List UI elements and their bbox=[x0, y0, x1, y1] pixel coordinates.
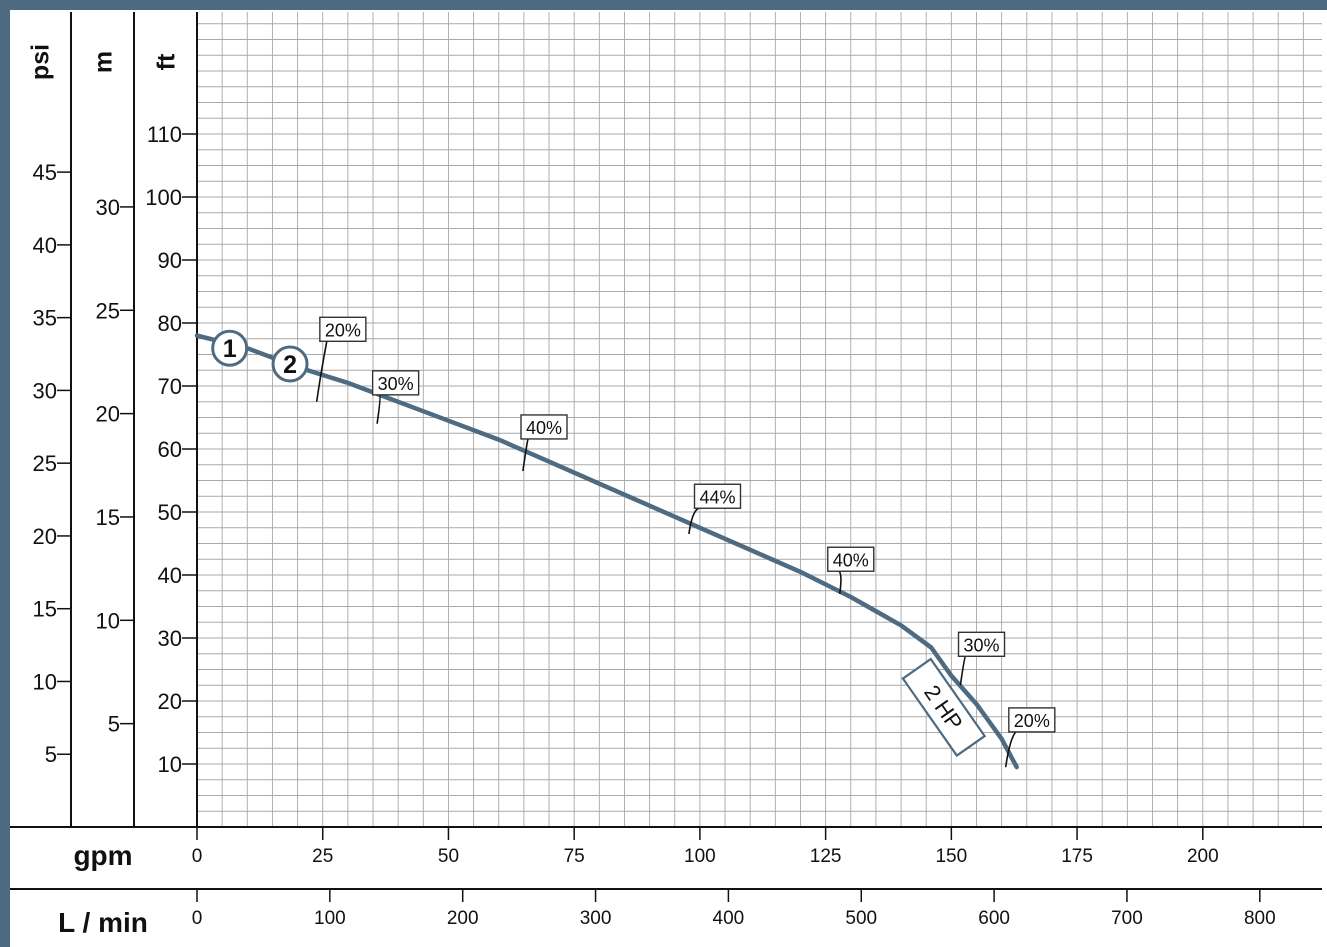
axis-labels: psi m ft1020304050607080901001105101520253… bbox=[27, 44, 1276, 938]
tick-label-m: 5 bbox=[108, 712, 120, 737]
annotations: 20% 30% 40% 44% 40% 30% 20% 1 2 2 HP bbox=[211, 316, 1056, 768]
tick-label-ft: 20 bbox=[158, 689, 182, 714]
tick-label-m: 10 bbox=[96, 608, 120, 633]
efficiency-marker bbox=[522, 438, 529, 472]
series-label-group: 2 HP bbox=[901, 657, 987, 758]
curve-layer bbox=[194, 333, 1019, 770]
tick-label-lmin: 400 bbox=[713, 908, 745, 929]
tick-label-m: 30 bbox=[96, 195, 120, 220]
tick-label-m: 15 bbox=[96, 505, 120, 530]
tick-label-gpm: 50 bbox=[438, 846, 459, 867]
tick-label-ft: 90 bbox=[158, 248, 182, 273]
tick-label-lmin: 800 bbox=[1244, 908, 1276, 929]
efficiency-label: 30% bbox=[964, 635, 1000, 655]
efficiency-label: 20% bbox=[325, 320, 361, 340]
tick-label-psi: 40 bbox=[33, 233, 57, 258]
tick-label-ft: 50 bbox=[158, 500, 182, 525]
curve-callout-number: 1 bbox=[223, 335, 237, 363]
series-label-box bbox=[901, 657, 987, 758]
tick-label-lmin: 300 bbox=[580, 908, 612, 929]
curve-callout-number: 2 bbox=[283, 351, 297, 379]
axis-unit-head_m: m bbox=[90, 51, 118, 73]
tick-label-ft: 70 bbox=[158, 374, 182, 399]
efficiency-label: 40% bbox=[833, 550, 869, 570]
tick-label-psi: 35 bbox=[33, 306, 57, 331]
tick-label-gpm: 175 bbox=[1061, 846, 1093, 867]
tick-label-gpm: 0 bbox=[192, 846, 203, 867]
efficiency-label-box bbox=[520, 414, 568, 440]
efficiency-marker bbox=[959, 655, 967, 686]
efficiency-marker bbox=[376, 394, 381, 424]
efficiency-label: 30% bbox=[378, 374, 414, 394]
tick-label-psi: 5 bbox=[45, 742, 57, 767]
tick-label-gpm: 25 bbox=[312, 846, 333, 867]
axis-unit-head_ft: ft bbox=[153, 53, 181, 70]
efficiency-label: 44% bbox=[699, 487, 735, 507]
tick-label-psi: 15 bbox=[33, 597, 57, 622]
efficiency-label-box bbox=[1008, 707, 1056, 733]
axes bbox=[10, 12, 1322, 902]
efficiency-label-box bbox=[827, 546, 875, 572]
tick-label-gpm: 75 bbox=[564, 846, 585, 867]
pump-curve-2hp bbox=[194, 333, 1019, 770]
efficiency-label-box bbox=[957, 631, 1006, 657]
grid-lines bbox=[197, 12, 1322, 827]
tick-label-ft: 40 bbox=[158, 563, 182, 588]
tick-label-gpm: 125 bbox=[810, 846, 842, 867]
tick-label-psi: 25 bbox=[33, 451, 57, 476]
curve-callout-circle bbox=[211, 329, 249, 367]
tick-label-psi: 30 bbox=[33, 378, 57, 403]
tick-label-lmin: 0 bbox=[192, 908, 203, 929]
curve-callout-circle bbox=[271, 345, 309, 383]
efficiency-label-box bbox=[693, 483, 742, 509]
tick-label-gpm: 200 bbox=[1187, 846, 1219, 867]
tick-label-lmin: 200 bbox=[447, 908, 479, 929]
tick-label-ft: 30 bbox=[158, 626, 182, 651]
tick-label-ft: 100 bbox=[145, 185, 182, 210]
efficiency-marker bbox=[1004, 731, 1017, 768]
tick-label-psi: 10 bbox=[33, 669, 57, 694]
tick-label-gpm: 150 bbox=[935, 846, 967, 867]
tick-label-m: 20 bbox=[96, 402, 120, 427]
tick-label-ft: 80 bbox=[158, 311, 182, 336]
efficiency-label-box bbox=[319, 316, 367, 342]
efficiency-label: 40% bbox=[526, 418, 562, 438]
tick-label-ft: 110 bbox=[147, 122, 182, 147]
tick-label-psi: 20 bbox=[33, 524, 57, 549]
tick-label-ft: 10 bbox=[158, 752, 182, 777]
tick-label-m: 25 bbox=[96, 298, 120, 323]
tick-label-lmin: 500 bbox=[845, 908, 877, 929]
axis-unit-gpm: gpm bbox=[73, 840, 132, 871]
axis-unit-lmin: L / min bbox=[58, 907, 148, 938]
tick-label-lmin: 700 bbox=[1111, 908, 1143, 929]
efficiency-marker bbox=[315, 341, 328, 402]
tick-label-ft: 60 bbox=[158, 437, 182, 462]
axis-unit-pressure_psi: psi bbox=[27, 44, 55, 80]
efficiency-label-box bbox=[371, 370, 420, 396]
tick-label-lmin: 600 bbox=[978, 908, 1010, 929]
tick-label-lmin: 100 bbox=[314, 908, 346, 929]
tick-label-gpm: 100 bbox=[684, 846, 716, 867]
tick-label-psi: 45 bbox=[33, 160, 57, 185]
efficiency-label: 20% bbox=[1014, 711, 1050, 731]
